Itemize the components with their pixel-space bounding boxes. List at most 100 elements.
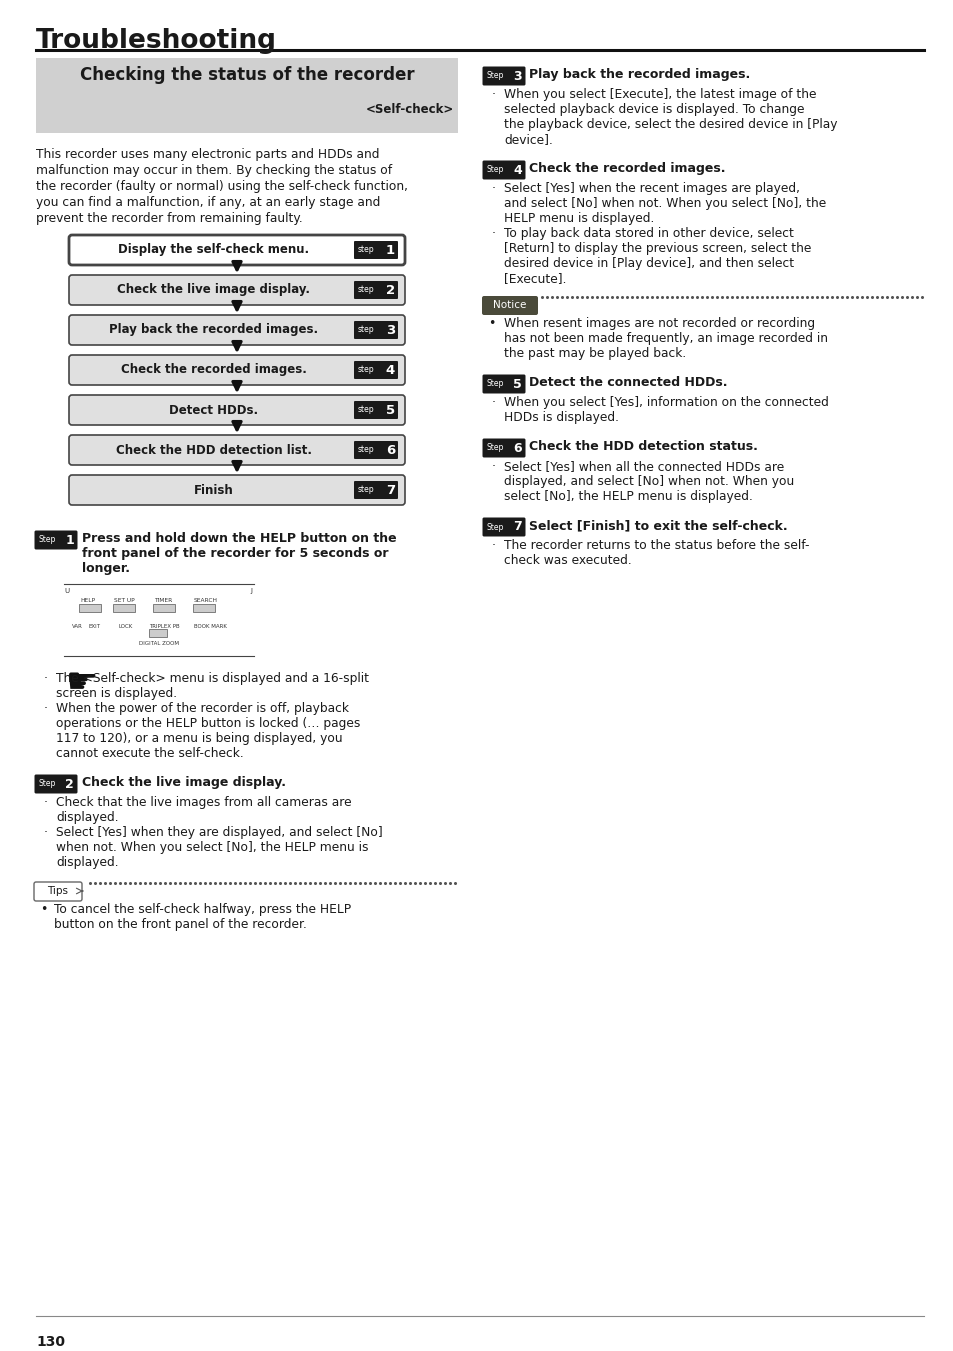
Text: device].: device]. (503, 132, 553, 146)
FancyBboxPatch shape (482, 66, 525, 85)
Text: To cancel the self-check halfway, press the HELP: To cancel the self-check halfway, press … (54, 902, 351, 916)
Text: The recorder returns to the status before the self-: The recorder returns to the status befor… (503, 539, 809, 553)
Text: step: step (357, 405, 375, 415)
Text: malfunction may occur in them. By checking the status of: malfunction may occur in them. By checki… (36, 163, 392, 177)
FancyBboxPatch shape (34, 774, 77, 793)
FancyBboxPatch shape (482, 439, 525, 458)
Text: ☛: ☛ (66, 666, 98, 700)
FancyBboxPatch shape (354, 240, 397, 259)
Text: step: step (357, 485, 375, 494)
Text: HELP: HELP (80, 598, 95, 603)
Text: The <Self-check> menu is displayed and a 16-split: The <Self-check> menu is displayed and a… (56, 671, 369, 685)
Text: Detect HDDs.: Detect HDDs. (170, 404, 258, 416)
Text: Step: Step (486, 523, 504, 531)
FancyBboxPatch shape (354, 322, 397, 339)
Text: Detect the connected HDDs.: Detect the connected HDDs. (529, 376, 727, 389)
Text: ·: · (44, 825, 48, 839)
FancyBboxPatch shape (36, 58, 457, 132)
FancyBboxPatch shape (152, 604, 174, 612)
Text: Finish: Finish (193, 484, 233, 497)
Text: button on the front panel of the recorder.: button on the front panel of the recorde… (54, 917, 307, 931)
FancyBboxPatch shape (354, 281, 397, 299)
Text: Select [Yes] when the recent images are played,: Select [Yes] when the recent images are … (503, 182, 800, 195)
Text: step: step (357, 285, 375, 295)
Text: VAR: VAR (71, 624, 83, 630)
FancyBboxPatch shape (34, 882, 82, 901)
Text: SEARCH: SEARCH (193, 598, 218, 603)
Text: longer.: longer. (82, 562, 130, 576)
Text: Step: Step (486, 380, 504, 389)
Text: When you select [Execute], the latest image of the: When you select [Execute], the latest im… (503, 88, 816, 101)
Text: U: U (64, 588, 69, 594)
Text: EXIT: EXIT (89, 624, 101, 630)
Text: Select [Yes] when all the connected HDDs are: Select [Yes] when all the connected HDDs… (503, 459, 783, 473)
Text: 1: 1 (65, 534, 74, 547)
Text: Step: Step (39, 780, 56, 789)
Text: ·: · (44, 703, 48, 715)
Text: Play back the recorded images.: Play back the recorded images. (110, 323, 318, 336)
FancyBboxPatch shape (79, 604, 101, 612)
Text: desired device in [Play device], and then select: desired device in [Play device], and the… (503, 257, 793, 270)
FancyBboxPatch shape (354, 401, 397, 419)
Text: LOCK: LOCK (119, 624, 133, 630)
Text: ·: · (44, 671, 48, 685)
Text: 5: 5 (385, 404, 395, 416)
Text: •: • (40, 902, 48, 916)
FancyBboxPatch shape (149, 630, 167, 638)
Text: ·: · (492, 88, 496, 101)
Text: when not. When you select [No], the HELP menu is: when not. When you select [No], the HELP… (56, 842, 368, 854)
Text: Step: Step (486, 166, 504, 174)
Text: screen is displayed.: screen is displayed. (56, 688, 177, 700)
Text: ·: · (492, 182, 496, 195)
Text: 2: 2 (65, 777, 74, 790)
Text: Select [Finish] to exit the self-check.: Select [Finish] to exit the self-check. (529, 519, 787, 532)
Text: 5: 5 (513, 377, 521, 390)
FancyBboxPatch shape (193, 604, 214, 612)
Text: Tips: Tips (48, 886, 69, 896)
Text: Display the self-check menu.: Display the self-check menu. (118, 243, 309, 257)
Text: operations or the HELP button is locked (… pages: operations or the HELP button is locked … (56, 717, 360, 730)
Text: step: step (357, 246, 375, 254)
Text: Check the HDD detection list.: Check the HDD detection list. (116, 443, 312, 457)
Text: To play back data stored in other device, select: To play back data stored in other device… (503, 227, 793, 240)
Text: BOOK MARK: BOOK MARK (193, 624, 227, 630)
Text: TRIPLEX PB: TRIPLEX PB (149, 624, 179, 630)
Text: 117 to 120), or a menu is being displayed, you: 117 to 120), or a menu is being displaye… (56, 732, 342, 744)
Text: 7: 7 (513, 520, 521, 534)
FancyBboxPatch shape (354, 440, 397, 459)
Text: Check the live image display.: Check the live image display. (117, 284, 310, 296)
FancyBboxPatch shape (482, 374, 525, 393)
Text: cannot execute the self-check.: cannot execute the self-check. (56, 747, 244, 761)
Text: J: J (250, 588, 252, 594)
FancyBboxPatch shape (69, 394, 405, 426)
Text: step: step (357, 326, 375, 335)
Text: Check the recorded images.: Check the recorded images. (529, 162, 724, 176)
Text: you can find a malfunction, if any, at an early stage and: you can find a malfunction, if any, at a… (36, 196, 380, 209)
Text: [Return] to display the previous screen, select the: [Return] to display the previous screen,… (503, 242, 810, 255)
FancyBboxPatch shape (69, 276, 405, 305)
Text: ·: · (492, 459, 496, 473)
FancyBboxPatch shape (112, 604, 135, 612)
Text: front panel of the recorder for 5 seconds or: front panel of the recorder for 5 second… (82, 547, 388, 561)
Text: •: • (488, 317, 495, 330)
Text: Step: Step (486, 72, 504, 81)
Text: ·: · (492, 539, 496, 553)
Text: step: step (357, 446, 375, 454)
FancyBboxPatch shape (69, 235, 405, 265)
Text: select [No], the HELP menu is displayed.: select [No], the HELP menu is displayed. (503, 490, 752, 503)
Text: prevent the recorder from remaining faulty.: prevent the recorder from remaining faul… (36, 212, 302, 226)
Text: DIGITAL ZOOM: DIGITAL ZOOM (139, 640, 179, 646)
Text: ·: · (492, 227, 496, 240)
Text: 3: 3 (513, 69, 521, 82)
Text: ·: · (44, 796, 48, 809)
FancyBboxPatch shape (34, 531, 77, 550)
Text: 6: 6 (385, 443, 395, 457)
Text: When resent images are not recorded or recording: When resent images are not recorded or r… (503, 317, 814, 330)
FancyBboxPatch shape (482, 517, 525, 536)
Text: Step: Step (486, 443, 504, 453)
Text: Step: Step (39, 535, 56, 544)
Text: the past may be played back.: the past may be played back. (503, 347, 685, 359)
Text: HELP menu is displayed.: HELP menu is displayed. (503, 212, 654, 226)
Text: Checking the status of the recorder: Checking the status of the recorder (80, 66, 414, 84)
Text: selected playback device is displayed. To change: selected playback device is displayed. T… (503, 103, 803, 116)
